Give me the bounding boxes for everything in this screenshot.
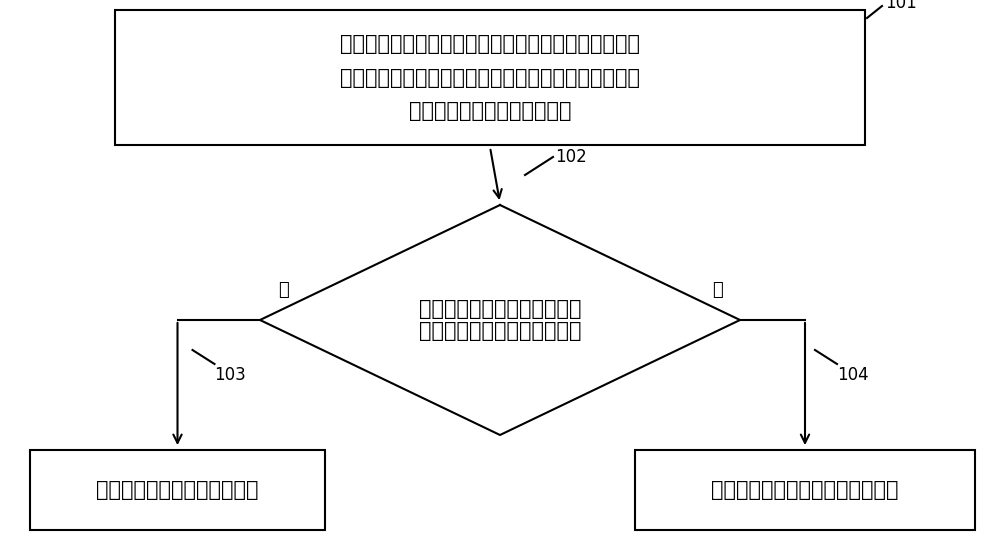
Bar: [635, 450, 975, 530]
Text: 101: 101: [885, 0, 917, 12]
Text: 104: 104: [837, 366, 869, 384]
Text: 一特征信息和当前时间戳生成: 一特征信息和当前时间戳生成: [409, 101, 571, 121]
Text: 102: 102: [555, 148, 587, 166]
Text: 判断一次性验证码与所述关联: 判断一次性验证码与所述关联: [419, 299, 581, 319]
Polygon shape: [260, 205, 740, 435]
Text: 103: 103: [214, 366, 246, 384]
Text: 否: 否: [712, 281, 723, 299]
Text: 端的一次性验证码，一次性验证码由第一移动终端的唯: 端的一次性验证码，一次性验证码由第一移动终端的唯: [340, 67, 640, 88]
Text: 当接收到第一移动终端的登录请求时，获取第一移动终: 当接收到第一移动终端的登录请求时，获取第一移动终: [340, 34, 640, 54]
Bar: [115, 10, 865, 145]
Text: 是: 是: [278, 281, 289, 299]
Text: 发送拒绝登录信息给第一移动终端: 发送拒绝登录信息给第一移动终端: [711, 480, 899, 500]
Bar: [30, 450, 325, 530]
Text: 分配登录权限给第一移动终端: 分配登录权限给第一移动终端: [96, 480, 259, 500]
Text: 信息的误差是否在预置阈值内: 信息的误差是否在预置阈值内: [419, 321, 581, 341]
